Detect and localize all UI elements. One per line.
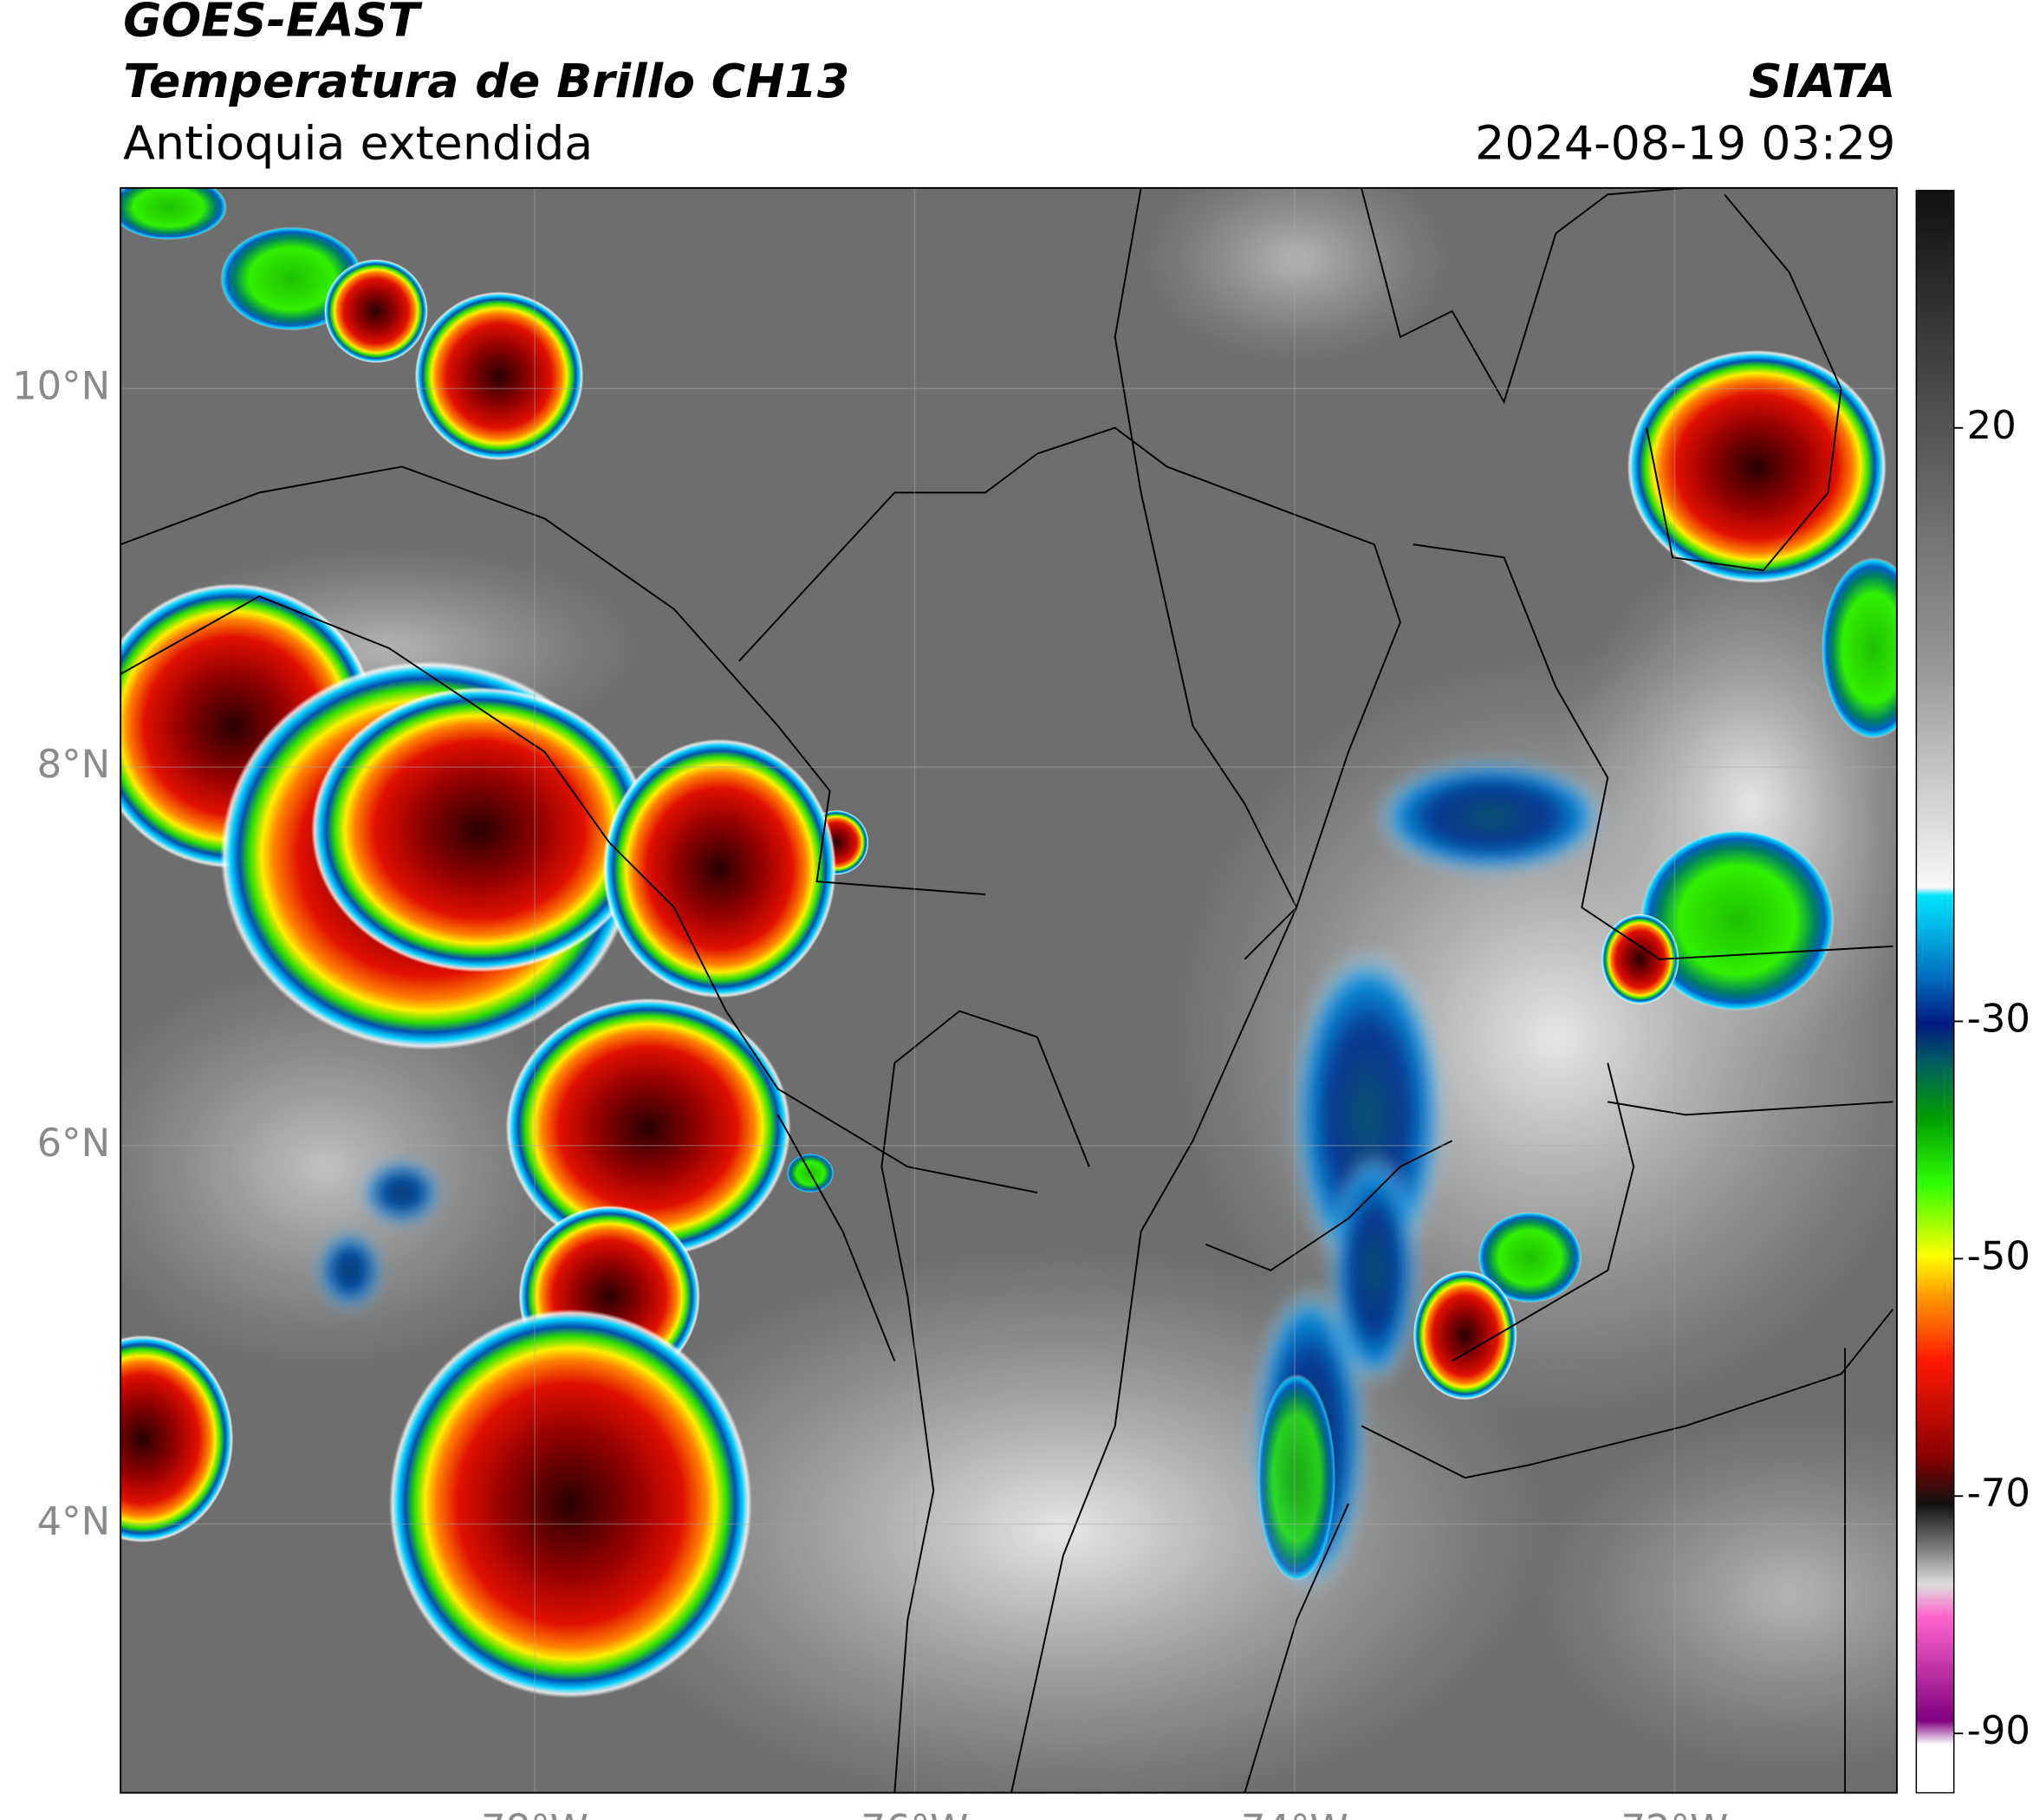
y-tick-label: 6°N <box>37 1120 111 1166</box>
title-line: GOES-EAST <box>123 0 423 48</box>
x-tick-label: 72°W <box>1621 1805 1728 1820</box>
map-frame <box>120 186 1898 1794</box>
borders <box>120 187 1894 1793</box>
x-tick-label: 76°W <box>861 1805 969 1820</box>
colorbar-tick-label: -70 <box>1967 1470 2030 1516</box>
satellite-image <box>120 187 1897 1793</box>
colorbar-tick-label: -30 <box>1967 995 2030 1041</box>
datetime: 2024-08-19 03:29 <box>1475 116 1895 171</box>
colorbar-tick-label: 20 <box>1967 402 2017 448</box>
x-tick-label: 74°W <box>1241 1805 1348 1820</box>
y-tick-label: 8°N <box>37 741 111 787</box>
y-tick-label: 10°N <box>12 362 110 408</box>
source: SIATA <box>1749 54 1896 108</box>
subtitle: Antioquia extendida <box>123 116 593 171</box>
x-tick-label: 78°W <box>481 1805 588 1820</box>
y-tick-label: 4°N <box>37 1498 111 1544</box>
title-line: Temperatura de Brillo CH13 <box>123 54 849 108</box>
colorbar <box>1915 190 1955 1794</box>
colorbar-tick-label: -50 <box>1967 1232 2030 1278</box>
colorbar-tick-label: -90 <box>1967 1707 2030 1753</box>
